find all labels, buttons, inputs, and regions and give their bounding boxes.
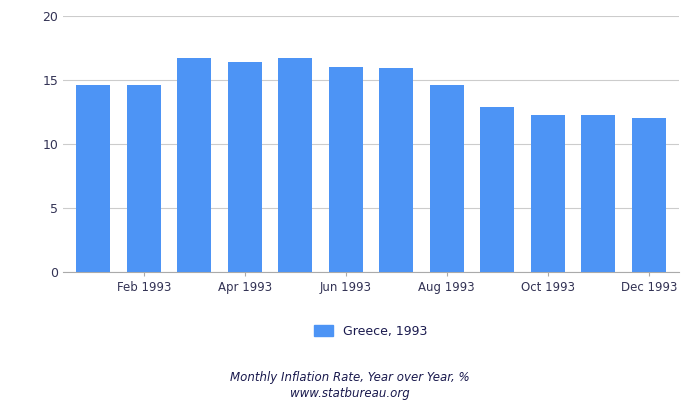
Bar [581, 114, 615, 272]
Bar [76, 85, 111, 272]
Bar [177, 58, 211, 272]
Bar [480, 107, 514, 272]
Text: Monthly Inflation Rate, Year over Year, %: Monthly Inflation Rate, Year over Year, … [230, 372, 470, 384]
Bar [379, 68, 414, 272]
Bar [127, 85, 161, 272]
Bar [228, 62, 262, 272]
Bar [531, 114, 565, 272]
Text: www.statbureau.org: www.statbureau.org [290, 388, 410, 400]
Bar [278, 58, 312, 272]
Bar [430, 85, 464, 272]
Bar [328, 67, 363, 272]
Bar [631, 118, 666, 272]
Legend: Greece, 1993: Greece, 1993 [309, 320, 433, 342]
